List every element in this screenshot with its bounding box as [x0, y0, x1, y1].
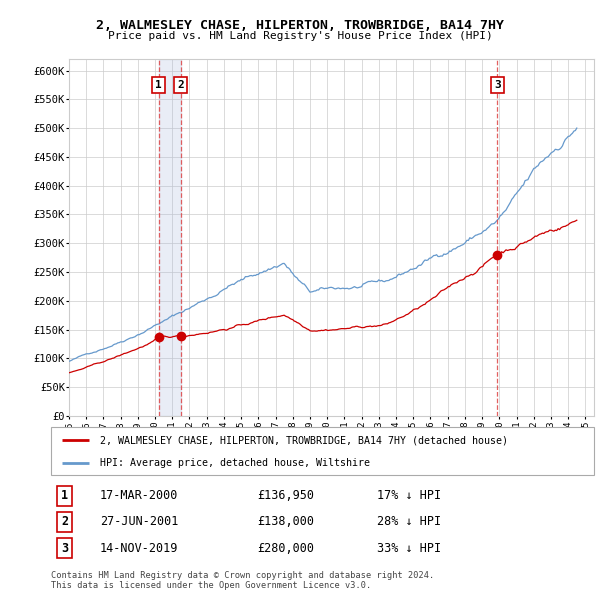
- Text: Price paid vs. HM Land Registry's House Price Index (HPI): Price paid vs. HM Land Registry's House …: [107, 31, 493, 41]
- Text: £138,000: £138,000: [257, 516, 314, 529]
- Text: This data is licensed under the Open Government Licence v3.0.: This data is licensed under the Open Gov…: [51, 581, 371, 589]
- Bar: [158, 59, 181, 416]
- Text: 3: 3: [61, 542, 68, 555]
- Text: 33% ↓ HPI: 33% ↓ HPI: [377, 542, 441, 555]
- Text: Contains HM Land Registry data © Crown copyright and database right 2024.: Contains HM Land Registry data © Crown c…: [51, 571, 434, 579]
- Text: 28% ↓ HPI: 28% ↓ HPI: [377, 516, 441, 529]
- Text: 1: 1: [155, 80, 162, 90]
- FancyBboxPatch shape: [51, 427, 594, 475]
- Text: 2, WALMESLEY CHASE, HILPERTON, TROWBRIDGE, BA14 7HY (detached house): 2, WALMESLEY CHASE, HILPERTON, TROWBRIDG…: [100, 435, 508, 445]
- Text: 3: 3: [494, 80, 500, 90]
- Text: 14-NOV-2019: 14-NOV-2019: [100, 542, 178, 555]
- Text: 2, WALMESLEY CHASE, HILPERTON, TROWBRIDGE, BA14 7HY: 2, WALMESLEY CHASE, HILPERTON, TROWBRIDG…: [96, 19, 504, 32]
- Text: 2: 2: [178, 80, 184, 90]
- Text: HPI: Average price, detached house, Wiltshire: HPI: Average price, detached house, Wilt…: [100, 458, 370, 468]
- Text: 17-MAR-2000: 17-MAR-2000: [100, 489, 178, 502]
- Text: 27-JUN-2001: 27-JUN-2001: [100, 516, 178, 529]
- Text: 17% ↓ HPI: 17% ↓ HPI: [377, 489, 441, 502]
- Text: 1: 1: [61, 489, 68, 502]
- Text: £136,950: £136,950: [257, 489, 314, 502]
- Text: £280,000: £280,000: [257, 542, 314, 555]
- Text: 2: 2: [61, 516, 68, 529]
